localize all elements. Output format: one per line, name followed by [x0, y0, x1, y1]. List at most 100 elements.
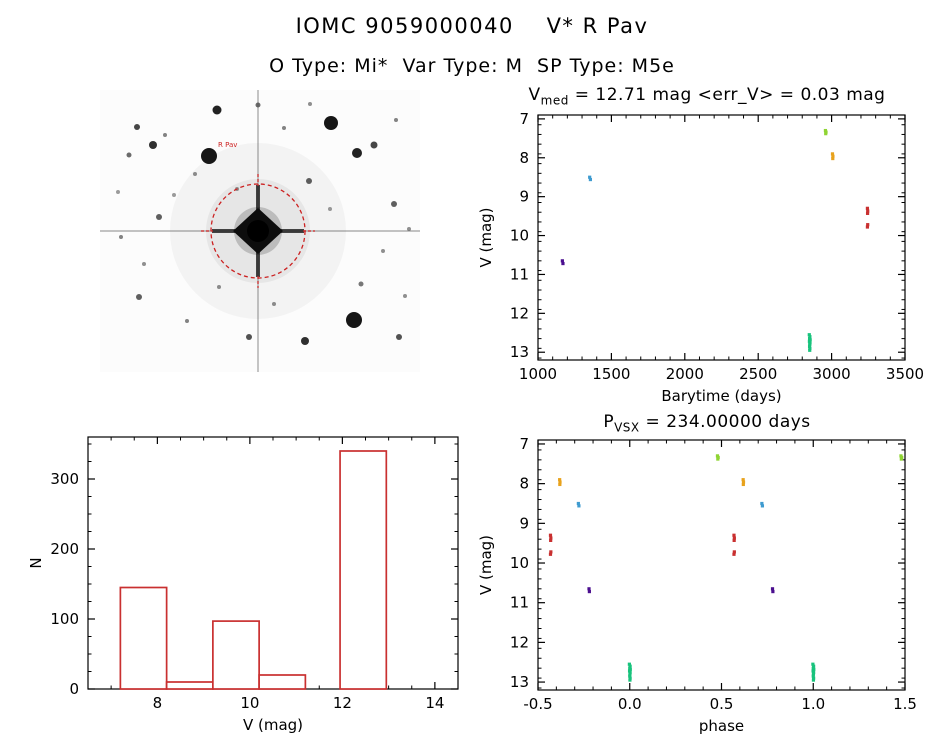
- data-point: [732, 550, 736, 554]
- histogram-bar: [165, 681, 214, 690]
- axis-label-y: V (mag): [477, 207, 495, 267]
- field-star: [201, 148, 217, 164]
- phase-title-prefix: P: [603, 412, 615, 432]
- data-point: [865, 225, 870, 229]
- data-point: [558, 480, 562, 484]
- field-star: [156, 214, 162, 220]
- tick-label: 100: [50, 610, 79, 628]
- field-star: [116, 190, 120, 194]
- data-point: [811, 678, 816, 682]
- field-star: [193, 172, 197, 176]
- field-star: [282, 126, 286, 130]
- data-point: [865, 211, 870, 215]
- data-point: [588, 177, 593, 182]
- tick-label: 0.0: [618, 695, 642, 713]
- data-point: [771, 589, 775, 594]
- field-star: [308, 102, 312, 106]
- tick-label: 3000: [813, 365, 851, 383]
- plot-frame: [537, 114, 906, 361]
- tick-label: 200: [50, 540, 79, 558]
- phase-title: PVSX = 234.00000 days: [470, 412, 944, 434]
- tick-label: 7: [519, 110, 529, 128]
- data-point: [577, 504, 581, 508]
- page-subtitle: O Type: Mi* Var Type: M SP Type: M5e: [269, 55, 675, 77]
- axis-label-y: V (mag): [477, 535, 495, 595]
- field-star: [396, 334, 402, 340]
- field-star: [172, 193, 176, 197]
- tick-label: 8: [519, 149, 529, 167]
- data-point: [811, 672, 816, 676]
- data-point: [808, 346, 812, 350]
- axis-label-x: V (mag): [243, 716, 303, 734]
- data-point: [865, 206, 870, 210]
- finding-chart-image: R Pav: [100, 90, 420, 372]
- data-point: [824, 132, 828, 136]
- data-point: [866, 209, 870, 213]
- tick-label: -0.5: [523, 695, 552, 713]
- data-point: [732, 536, 736, 540]
- data-point: [732, 533, 736, 537]
- data-point: [732, 538, 736, 542]
- field-star: [119, 235, 123, 239]
- tick-label: 10: [510, 554, 529, 572]
- data-point: [770, 587, 775, 591]
- data-point: [587, 587, 591, 591]
- field-star: [381, 249, 385, 253]
- data-point: [548, 533, 553, 537]
- tick-label: 14: [425, 694, 444, 712]
- tick-label: 1.0: [801, 695, 825, 713]
- lightcurve-title-rest: = 12.71 mag <err_V> = 0.03 mag: [568, 85, 886, 105]
- data-point: [558, 482, 562, 487]
- field-star: [370, 141, 378, 149]
- field-star: [346, 312, 362, 328]
- field-star: [324, 116, 338, 130]
- tick-label: 1.5: [893, 695, 917, 713]
- data-point: [812, 676, 816, 680]
- field-star: [163, 133, 167, 137]
- histogram-bar: [258, 674, 307, 690]
- phase-plot: -0.5 0.0 0.5 1.0 1.5 7 8 9 10 11 12 13 phase V (mag): [477, 435, 917, 735]
- central-star-core: [247, 220, 269, 242]
- data-point: [628, 672, 632, 676]
- tick-label: 13: [510, 673, 529, 691]
- field-star: [142, 262, 146, 266]
- tick-label: 2000: [666, 365, 704, 383]
- field-star: [217, 285, 221, 289]
- tick-label: 8: [519, 475, 529, 493]
- tick-label: 13: [510, 343, 529, 361]
- data-point: [628, 674, 632, 678]
- data-point: [811, 674, 815, 678]
- data-point: [548, 552, 553, 556]
- data-point: [811, 662, 815, 666]
- field-star: [212, 105, 222, 115]
- data-point: [808, 348, 812, 352]
- phase-title-sub: VSX: [614, 420, 640, 435]
- data-point: [831, 154, 835, 158]
- data-point: [549, 538, 553, 542]
- lightcurve-plot: 1000 1500 2000 2500 3000 3500 7 8 9 10 11 12 13 Baryt…: [477, 110, 924, 405]
- histogram-bar: [212, 620, 260, 690]
- tick-label: 1500: [592, 365, 630, 383]
- page-title: IOMC 9059000040 V* R Pav: [295, 14, 649, 38]
- lightcurve-title-prefix: V: [528, 85, 541, 105]
- data-point: [741, 482, 745, 487]
- field-star: [136, 294, 142, 300]
- data-point: [732, 552, 736, 556]
- data-point: [558, 478, 562, 482]
- data-point: [812, 664, 816, 668]
- tick-label: 10: [240, 694, 259, 712]
- field-star: [358, 281, 364, 287]
- background-stars: [116, 102, 411, 345]
- data-point: [741, 480, 746, 484]
- field-star: [328, 207, 332, 211]
- tick-label: 11: [510, 594, 529, 612]
- data-point: [808, 335, 812, 339]
- axis-label-x: phase: [699, 717, 744, 735]
- axis-label-y: N: [27, 557, 45, 568]
- tick-label: 9: [519, 514, 529, 532]
- tick-label: 9: [519, 188, 529, 206]
- histogram-bar: [119, 586, 168, 690]
- field-star: [301, 337, 309, 345]
- phase-title-rest: = 234.00000 days: [639, 412, 811, 432]
